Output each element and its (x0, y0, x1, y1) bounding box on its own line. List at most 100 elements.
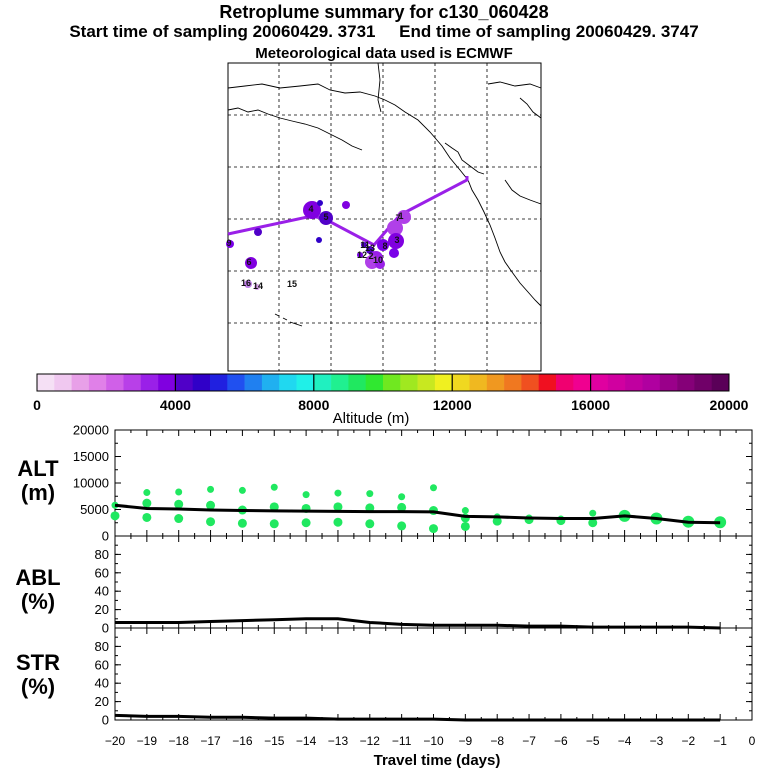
altitude-scatter-point (333, 517, 343, 527)
altitude-scatter-point (269, 519, 279, 529)
altitude-scatter-point (206, 517, 216, 527)
colorbar-swatch (37, 374, 55, 391)
y-tick-label: 80 (95, 639, 109, 654)
colorbar-swatch (434, 374, 453, 391)
altitude-scatter-point (237, 518, 247, 528)
colorbar-swatch (71, 374, 90, 391)
colorbar-swatch (659, 374, 678, 391)
colorbar-swatch (175, 374, 193, 391)
colorbar-swatch (642, 374, 661, 391)
altitude-scatter-point (588, 518, 598, 528)
map-label-day: 5 (323, 212, 328, 222)
panel-frame (114, 627, 753, 721)
y-tick-label: 0 (102, 621, 109, 636)
colorbar-swatch (556, 374, 574, 391)
altitude-scatter-point (174, 499, 184, 509)
trajectory-marker (244, 280, 252, 288)
panel-ylabel-unit: (%) (21, 589, 55, 614)
altitude-scatter-point (110, 511, 120, 521)
altitude-scatter-point (206, 500, 216, 510)
map-frame (227, 62, 542, 372)
map-label-day: 1 (398, 211, 403, 221)
colorbar-swatch (694, 374, 712, 391)
trajectory-marker (388, 233, 404, 249)
colorbar-swatch (521, 374, 539, 391)
map-label-day: 7 (395, 213, 400, 223)
map-label-day: 15 (287, 279, 297, 289)
y-tick-label: 40 (95, 676, 109, 691)
x-tick-label: −6 (554, 734, 568, 748)
x-tick-label: −9 (459, 734, 473, 748)
str-line (114, 713, 721, 722)
colorbar-swatch (711, 374, 730, 391)
trajectory-marker (226, 240, 234, 248)
colorbar-swatch (313, 374, 332, 391)
colorbar-tick-label: 8000 (298, 397, 329, 413)
map-label-day: 6 (246, 257, 251, 267)
altitude-scatter-point (333, 502, 343, 512)
altitude-scatter-point (302, 491, 310, 499)
trajectory-marker (366, 246, 374, 254)
x-tick-label: −13 (328, 734, 349, 748)
colorbar-swatch (417, 374, 436, 391)
map-label-day: 13 (365, 243, 375, 253)
altitude-scatter-point (430, 484, 437, 492)
map-label-day: 12 (357, 250, 367, 260)
chart-subtitle-met: Meteorological data used is ECMWF (255, 45, 513, 62)
altitude-scatter-point (589, 509, 597, 517)
altitude-scatter-point (492, 516, 502, 526)
panel-alt: 0 5000 10000 15000 20000 ALT(m) (17, 423, 753, 544)
x-tick-label: −19 (137, 734, 158, 748)
x-tick-label: −1 (713, 734, 727, 748)
altitude-colorbar: 0 4000 8000 12000 16000 20000 (33, 373, 749, 413)
map-label-day: 8 (382, 241, 387, 251)
altitude-scatter-point (175, 488, 183, 496)
trajectory-marker (317, 200, 323, 206)
altitude-scatter-point (301, 518, 311, 528)
trajectory-marker (342, 201, 350, 209)
colorbar-tick-label: 16000 (571, 397, 610, 413)
trajectory-marker (397, 210, 411, 224)
chart-title: Retroplume summary for c130_060428 (219, 2, 549, 22)
x-tick-label: −8 (490, 734, 504, 748)
colorbar-swatch (625, 374, 643, 391)
y-tick-label: 5000 (80, 502, 109, 517)
colorbar-swatch (486, 374, 505, 391)
map-label-day: 3 (394, 235, 399, 245)
trajectory-marker (387, 220, 403, 236)
altitude-scatter-point (429, 524, 438, 534)
trajectory-marker (254, 228, 262, 236)
map-label-day: 2 (368, 251, 373, 261)
altitude-scatter-point (269, 502, 279, 512)
altitude-scatter-point (238, 486, 246, 494)
trajectory-marker (316, 237, 322, 243)
colorbar-label: Altitude (m) (333, 410, 410, 427)
colorbar-swatch (348, 374, 366, 391)
end-time-text: End time of sampling 20060429. 3747 (399, 22, 699, 41)
colorbar-swatch (244, 374, 263, 391)
x-tick-label: −3 (650, 734, 664, 748)
x-tick-label: −18 (169, 734, 190, 748)
map-label-day: 16 (241, 278, 251, 288)
colorbar-swatch (88, 374, 107, 391)
map-label-day: 9 (226, 238, 231, 248)
map-label-day: 14 (253, 281, 263, 291)
colorbar-tick-label: 0 (33, 397, 41, 413)
trajectory-marker (303, 201, 321, 219)
colorbar-swatch (296, 374, 315, 391)
altitude-scatter-point (461, 507, 469, 515)
x-tick-label: −10 (423, 734, 444, 748)
y-tick-label: 20 (95, 694, 109, 709)
y-tick-label: 15000 (73, 449, 109, 464)
colorbar-swatch (573, 374, 591, 391)
map-label-day: 4 (308, 204, 313, 214)
altitude-scatter-point (366, 490, 374, 498)
colorbar-swatch (504, 374, 522, 391)
x-tick-label: −5 (586, 734, 600, 748)
altitude-scatter-point (460, 521, 470, 531)
altitude-scatter-point (174, 514, 184, 524)
colorbar-swatch (140, 374, 159, 391)
trajectory-marker (389, 248, 399, 258)
altitude-scatter-point (143, 489, 151, 497)
altitude-scatter-point (397, 521, 407, 531)
